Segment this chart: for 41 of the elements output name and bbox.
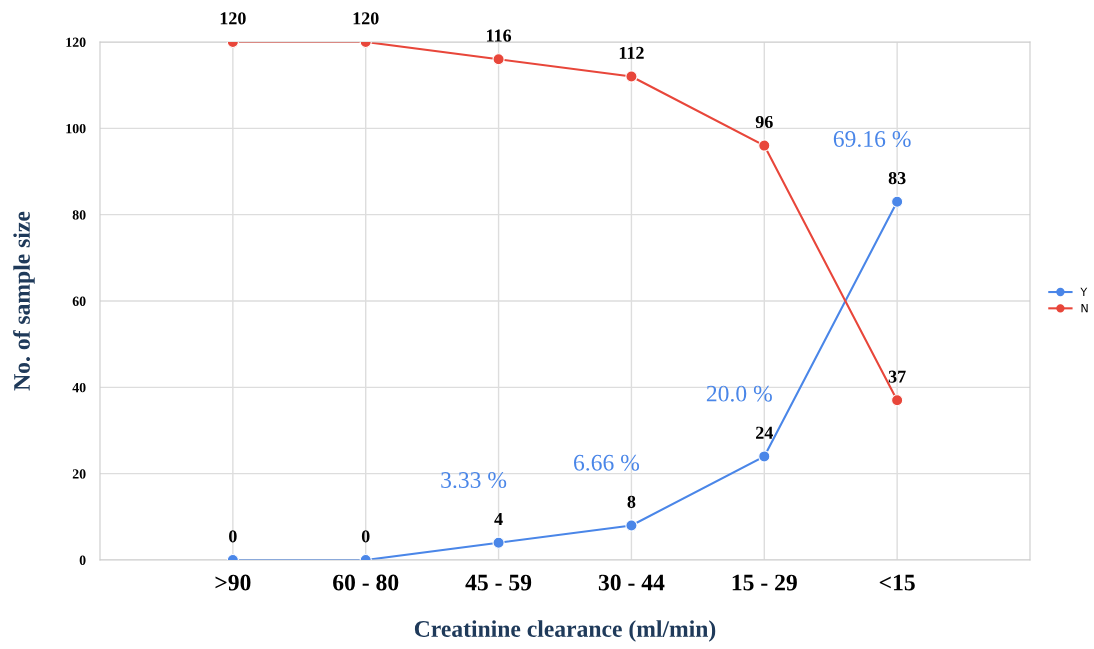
annotation: 6.66 %: [574, 454, 640, 471]
data-label: 116: [486, 29, 512, 42]
legend-label: N: [1081, 304, 1088, 313]
data-label: 120: [220, 12, 246, 25]
data-label: 96: [755, 115, 773, 129]
y-tick-label: 0: [79, 555, 86, 565]
y-tick-label: 40: [72, 382, 86, 393]
point: [625, 70, 638, 83]
annotation: 69.16 %: [833, 130, 911, 148]
data-label: 83: [888, 171, 906, 185]
point: [758, 450, 771, 463]
data-label: 112: [619, 46, 644, 59]
point: [492, 536, 505, 549]
x-tick-label: 60 - 80: [333, 574, 399, 591]
point: [891, 195, 904, 208]
y-axis-title: No. of sample size: [13, 211, 35, 391]
y-tick-label: 100: [66, 123, 86, 134]
x-tick-label: <15: [879, 574, 915, 591]
data-label: 8: [627, 495, 636, 508]
point: [625, 519, 638, 532]
x-tick-label: 45 - 59: [465, 574, 532, 591]
data-label: 0: [361, 530, 370, 543]
point: [492, 53, 505, 66]
x-tick-label: 15 - 29: [732, 574, 797, 591]
y-tick-label: 60: [72, 296, 86, 306]
x-tick-label: 30 - 44: [598, 574, 665, 591]
point: [891, 394, 904, 407]
annotation: 3.33 %: [441, 472, 507, 489]
annotation: 20.0 %: [706, 385, 772, 402]
y-tick-label: 80: [72, 210, 86, 220]
data-label: 37: [888, 370, 906, 383]
y-tick-label: 120: [66, 37, 86, 47]
x-axis-title: Creatinine clearance (ml/min): [414, 620, 716, 642]
x-tick-label: >90: [215, 574, 251, 591]
data-label: 4: [494, 513, 503, 525]
point: [758, 139, 771, 152]
data-label: 120: [353, 12, 379, 25]
y-tick-label: 20: [72, 469, 86, 479]
data-label: 24: [756, 426, 773, 439]
data-label: 0: [229, 530, 237, 543]
legend-label: Y: [1080, 287, 1088, 296]
